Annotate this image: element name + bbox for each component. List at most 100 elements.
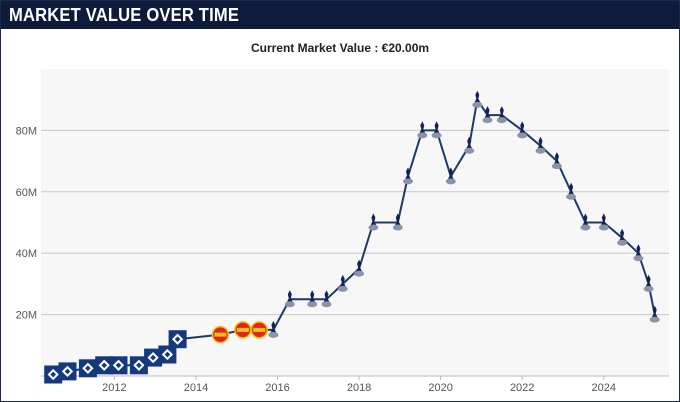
data-point-marker	[337, 274, 348, 292]
tottenham-ball-icon	[403, 178, 413, 185]
tottenham-cockerel-icon	[568, 182, 575, 195]
tottenham-cockerel-icon	[405, 167, 411, 180]
data-point-marker	[284, 290, 295, 308]
data-point-marker	[78, 359, 97, 378]
data-point-marker	[307, 290, 318, 308]
data-point-marker	[566, 182, 577, 200]
data-point-marker	[250, 321, 268, 339]
tottenham-cockerel-icon	[474, 90, 481, 103]
y-tick-label: 20M	[16, 310, 37, 322]
data-point-marker	[44, 365, 63, 384]
tottenham-ball-icon	[472, 101, 483, 108]
data-point-marker	[496, 106, 507, 124]
data-point-marker	[431, 121, 442, 139]
x-tick-label: 2014	[184, 382, 208, 394]
tottenham-ball-icon	[368, 224, 379, 231]
data-point-marker	[617, 228, 628, 246]
data-point-marker	[268, 320, 279, 338]
tottenham-ball-icon	[598, 224, 609, 231]
tottenham-ball-icon	[464, 147, 475, 154]
data-point-marker	[403, 167, 413, 185]
tottenham-ball-icon	[482, 117, 493, 124]
tottenham-cockerel-icon	[484, 106, 491, 119]
tottenham-ball-icon	[337, 285, 348, 292]
data-point-marker	[445, 167, 456, 185]
tottenham-cockerel-icon	[394, 213, 401, 226]
tottenham-cockerel-icon	[619, 228, 626, 241]
data-point-marker	[168, 330, 187, 349]
panel-header: MARKET VALUE OVER TIME	[1, 1, 679, 29]
tottenham-cockerel-icon	[309, 290, 316, 303]
tottenham-cockerel-icon	[553, 152, 560, 165]
leverkusen-band-icon	[253, 327, 266, 332]
chart-subtitle: Current Market Value : €20.00m	[250, 41, 430, 55]
tottenham-cockerel-icon	[339, 274, 346, 287]
tottenham-cockerel-icon	[651, 305, 658, 318]
tottenham-cockerel-icon	[356, 259, 363, 272]
x-tick-label: 2020	[428, 382, 452, 394]
data-point-marker	[58, 362, 77, 381]
x-tick-label: 2012	[102, 382, 126, 394]
tottenham-ball-icon	[517, 132, 528, 139]
tottenham-cockerel-icon	[645, 274, 652, 287]
tottenham-ball-icon	[268, 331, 279, 338]
data-point-marker	[321, 290, 332, 308]
tottenham-ball-icon	[321, 301, 332, 308]
data-point-marker	[472, 90, 483, 108]
tottenham-cockerel-icon	[498, 106, 505, 119]
tottenham-ball-icon	[496, 117, 507, 124]
tottenham-ball-icon	[284, 301, 295, 308]
data-point-marker	[368, 213, 379, 231]
data-point-marker	[129, 356, 148, 375]
tottenham-ball-icon	[566, 193, 577, 200]
tottenham-cockerel-icon	[537, 136, 544, 149]
data-point-marker	[234, 321, 252, 339]
tottenham-ball-icon	[392, 224, 403, 231]
x-tick-label: 2022	[510, 382, 534, 394]
data-point-marker	[144, 348, 163, 367]
leverkusen-band-icon	[214, 332, 227, 337]
tottenham-ball-icon	[445, 178, 456, 185]
tottenham-cockerel-icon	[519, 121, 526, 134]
data-point-marker	[417, 121, 428, 139]
y-tick-label: 60M	[16, 187, 37, 199]
tottenham-ball-icon	[643, 285, 654, 292]
leverkusen-band-icon	[236, 327, 249, 332]
tottenham-cockerel-icon	[323, 290, 330, 303]
tottenham-ball-icon	[417, 132, 428, 139]
tottenham-ball-icon	[580, 224, 591, 231]
tottenham-cockerel-icon	[466, 136, 473, 149]
tottenham-ball-icon	[307, 301, 318, 308]
tottenham-cockerel-icon	[419, 121, 426, 134]
tottenham-ball-icon	[617, 239, 628, 246]
data-point-marker	[211, 325, 230, 344]
data-point-marker	[158, 345, 177, 364]
data-point-marker	[482, 106, 493, 124]
data-point-marker	[95, 356, 114, 375]
tottenham-cockerel-icon	[582, 213, 589, 226]
tottenham-cockerel-icon	[370, 213, 377, 226]
data-point-marker	[643, 274, 654, 292]
data-point-marker	[535, 136, 546, 154]
data-point-marker	[633, 244, 644, 262]
tottenham-ball-icon	[633, 255, 644, 262]
x-tick-label: 2016	[265, 382, 289, 394]
x-tick-label: 2024	[592, 382, 616, 394]
data-point-marker	[392, 213, 403, 231]
tottenham-cockerel-icon	[600, 213, 607, 226]
tottenham-ball-icon	[431, 132, 442, 139]
data-point-marker	[649, 305, 660, 323]
y-tick-label: 40M	[16, 248, 37, 260]
data-point-marker	[354, 259, 365, 277]
tottenham-cockerel-icon	[286, 290, 293, 303]
tottenham-ball-icon	[551, 163, 562, 170]
panel-title: MARKET VALUE OVER TIME	[9, 4, 240, 25]
tottenham-cockerel-icon	[635, 244, 642, 257]
tottenham-cockerel-icon	[270, 320, 277, 333]
data-point-marker	[551, 152, 562, 170]
y-tick-label: 80M	[16, 125, 37, 137]
data-point-marker	[580, 213, 591, 231]
data-point-marker	[464, 136, 475, 154]
